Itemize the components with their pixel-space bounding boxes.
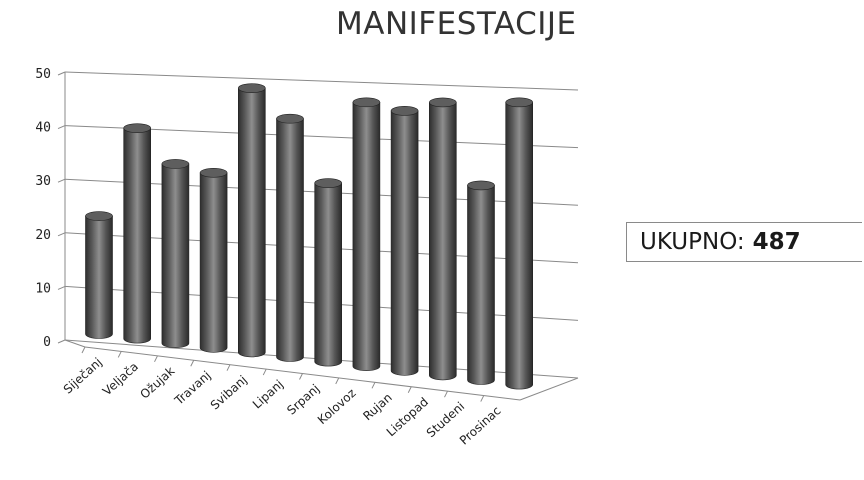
bar-cap [314,178,343,188]
x-tick-mark [154,355,158,363]
bar-cap [467,180,495,191]
bar-cap [199,167,228,178]
x-tick-mark [117,351,122,358]
x-tick-label: Veljača [100,359,141,398]
y-tick-mark [57,125,66,130]
x-tick-label: Srpanj [284,381,322,417]
y-tick-mark [57,339,66,344]
y-tick-label: 30 [35,174,51,189]
bar-Travanj [199,172,228,353]
bar-cap [505,97,534,108]
x-tick-label: Lipanj [250,377,286,411]
x-tick-mark [371,382,376,389]
bar-Srpanj [314,182,342,367]
x-tick-label: Svibanj [208,373,250,413]
bar-Prosinac [505,102,533,390]
x-tick-mark [81,346,86,354]
y-tick-mark [57,71,66,76]
x-tick-mark [407,386,412,393]
y-tick-mark [57,285,66,290]
x-tick-mark [444,390,448,398]
gridline [64,71,579,91]
x-tick-label: Siječanj [61,355,105,397]
x-tick-mark [226,364,231,371]
y-tick-label: 40 [35,121,51,136]
total-value: 487 [752,229,801,255]
bar-cap [123,123,151,133]
y-tick-label: 0 [43,335,51,350]
x-tick-label: Rujan [360,390,394,423]
floor-edge [64,339,86,348]
y-tick-mark [57,232,66,237]
bar-Ožujak [161,163,190,348]
y-tick-mark [57,178,66,183]
bar-Lipanj [276,118,304,362]
bar-cap [276,113,304,124]
bar-cap [161,159,190,169]
x-tick-mark [299,373,303,380]
x-tick-mark [190,360,195,367]
chart-title: MANIFESTACIJE [336,6,577,42]
total-label: UKUPNO: [640,229,745,255]
bar-Siječanj [85,215,113,339]
bar-cap [428,97,457,108]
bar-cap [238,83,266,93]
bar-cap [352,97,381,108]
bar-Listopad [429,102,457,381]
y-tick-label: 10 [35,281,51,296]
total-box: UKUPNO: 487 [626,222,862,262]
bar-cap [85,211,113,221]
x-tick-mark [262,368,267,376]
y-tick-label: 20 [35,228,51,243]
floor-edge [519,377,579,401]
bar-Veljača [123,127,151,344]
bar-Studeni [467,185,495,385]
bar-Rujan [390,110,419,376]
bar-Svibanj [238,87,266,358]
bar-cap [390,106,419,116]
x-tick-label: Ožujak [137,364,177,402]
x-tick-mark [480,395,485,402]
x-tick-mark [335,377,340,385]
y-tick-label: 50 [35,67,51,82]
bar-Kolovoz [352,102,381,371]
